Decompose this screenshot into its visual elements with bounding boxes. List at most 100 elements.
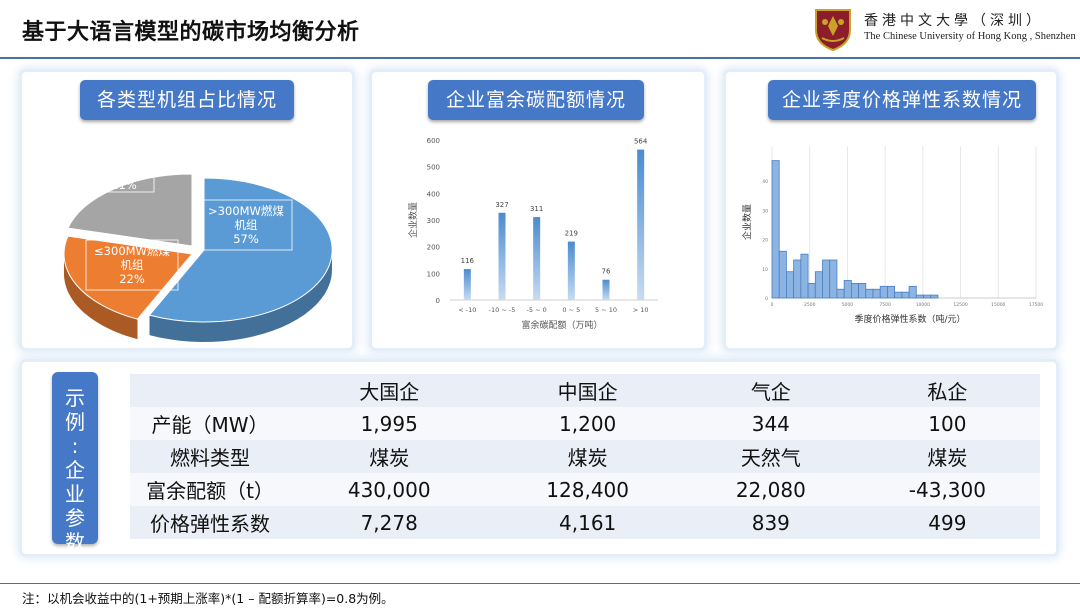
side-label-char: 业 <box>65 482 85 506</box>
table-cell: 1,200 <box>488 407 687 440</box>
pie-label-line: 机组 <box>121 258 144 272</box>
pie-label-line: 57% <box>233 232 259 246</box>
bar-value-label: 564 <box>634 138 648 146</box>
pie-slice-label: ≤300MW燃煤机组 22% <box>94 244 170 286</box>
x-tick-label: 7500 <box>879 302 891 308</box>
x-tick-label: 10000 <box>916 302 930 308</box>
x-tick-label: 0 <box>771 302 774 308</box>
column-header: 中国企 <box>488 374 687 407</box>
bar <box>637 149 645 300</box>
y-tick-label: 20 <box>762 238 768 244</box>
bar <box>498 212 506 300</box>
x-tick-label: 5000 <box>842 302 854 308</box>
table-cell: 天然气 <box>686 440 855 473</box>
elasticity-title: 企业季度价格弹性系数情况 <box>768 80 1036 120</box>
footnote: 注：以机会收益中的(1+预期上涨率)*(1 – 配额折算率)=0.8为例。 <box>22 591 394 606</box>
pie-label-box <box>199 199 293 251</box>
histogram-bar <box>865 288 874 299</box>
bar-value-label: 116 <box>461 257 475 265</box>
university-logo: 香港中文大學（深圳） The Chinese University of Hon… <box>808 6 1076 52</box>
y-tick-label: 600 <box>427 137 440 145</box>
side-label-char: 企 <box>65 458 85 482</box>
histogram-bar <box>915 294 924 299</box>
elasticity-panel: 企业季度价格弹性系数情况 0 2500 5000 7500 10000 12500 1500… <box>726 72 1056 348</box>
y-tick-label: 0 <box>436 297 440 305</box>
pie-label-box <box>93 159 155 193</box>
pie-label-line: 燃气机组 <box>101 164 147 178</box>
surplus-quota-panel: 企业富余碳配额情况 0 100 200 300 400 500 600 116 < -10 327… <box>372 72 704 348</box>
bar-value-label: 327 <box>495 201 508 209</box>
university-crest-icon <box>815 9 851 52</box>
y-axis-label: 企业数量 <box>407 202 419 238</box>
bar-value-label: 311 <box>530 205 543 213</box>
pie-slice-side <box>149 250 332 342</box>
logo-english-name: The Chinese University of Hong Kong , Sh… <box>864 31 1076 42</box>
histogram-bar <box>829 259 838 299</box>
pie-label-line: 22% <box>119 272 145 286</box>
histogram-bar <box>901 291 910 299</box>
surplus-quota-title: 企业富余碳配额情况 <box>428 80 644 120</box>
y-tick-label: 300 <box>427 217 440 225</box>
bar <box>567 241 575 300</box>
histogram-bar <box>807 282 816 299</box>
y-tick-label: 10 <box>762 267 768 273</box>
x-axis-label: 季度价格弹性系数（吨/元） <box>854 313 965 325</box>
x-tick-label: 15000 <box>991 302 1005 308</box>
params-table: 大国企 中国企 气企 私企 产能（MW） 1,995 1,200 344 100… <box>130 374 1040 539</box>
x-tick-label: 0 ~ 5 <box>562 306 580 314</box>
bar-value-label: 219 <box>565 230 578 238</box>
row-header: 富余配额（t） <box>130 473 290 506</box>
table-cell: 4,161 <box>488 506 687 539</box>
y-tick-label: 30 <box>762 208 768 214</box>
histogram-bar <box>822 259 831 299</box>
table-cell: 839 <box>686 506 855 539</box>
x-tick-label: > 10 <box>633 306 649 314</box>
histogram-bar <box>872 288 881 299</box>
pie-label-line: 21% <box>111 178 137 192</box>
column-header: 气企 <box>686 374 855 407</box>
column-header <box>130 374 290 407</box>
page-title: 基于大语言模型的碳市场均衡分析 <box>22 20 360 45</box>
x-axis-label: 富余碳配额（万吨） <box>521 319 602 331</box>
x-tick-label: 12500 <box>953 302 967 308</box>
x-tick-label: -5 ~ 0 <box>527 306 547 314</box>
header-divider <box>0 57 1080 59</box>
pie-slice-label: >300MW燃煤机组 57% <box>208 204 284 246</box>
table-cell: 煤炭 <box>488 440 687 473</box>
table-header-row: 大国企 中国企 气企 私企 <box>130 374 1040 407</box>
x-tick-label: < -10 <box>458 306 476 314</box>
histogram-bar <box>793 259 802 299</box>
side-label-char: : <box>71 434 79 458</box>
unit-share-title: 各类型机组占比情况 <box>80 80 294 120</box>
pie-slice <box>63 235 193 320</box>
x-tick-label: -10 ~ -5 <box>489 306 516 314</box>
table-cell: 7,278 <box>290 506 489 539</box>
table-cell: 430,000 <box>290 473 489 506</box>
table-cell: 499 <box>854 506 1040 539</box>
side-label-char: 示 <box>65 386 85 410</box>
unit-share-panel: 各类型机组占比情况 >300MW燃煤机组 57% ≤300MW燃煤机组 22% 燃气机组… <box>22 72 352 348</box>
x-tick-label: 17500 <box>1029 302 1043 308</box>
histogram-bar <box>800 253 809 299</box>
side-label-char: 数 <box>65 530 85 554</box>
row-header: 产能（MW） <box>130 407 290 440</box>
side-label-char: 例 <box>65 410 85 434</box>
unit-share-pie-chart: >300MW燃煤机组 57%≤300MW燃煤机组 22%燃气机组 21% <box>63 159 333 342</box>
y-tick-label: 500 <box>427 164 440 172</box>
row-header: 燃料类型 <box>130 440 290 473</box>
column-header: 私企 <box>854 374 1040 407</box>
pie-label-line: >300MW燃煤 <box>208 204 284 218</box>
pie-label-line: ≤300MW燃煤 <box>94 244 170 258</box>
table-row: 富余配额（t） 430,000 128,400 22,080 -43,300 <box>130 473 1040 506</box>
table-row: 价格弹性系数 7,278 4,161 839 499 <box>130 506 1040 539</box>
histogram-bar <box>930 294 939 299</box>
histogram-bar <box>908 285 917 299</box>
histogram-bar <box>887 285 896 299</box>
bar <box>463 269 471 300</box>
bar <box>533 217 541 300</box>
histogram-bar <box>836 288 845 299</box>
table-row: 产能（MW） 1,995 1,200 344 100 <box>130 407 1040 440</box>
table-cell: 1,995 <box>290 407 489 440</box>
row-header: 价格弹性系数 <box>130 506 290 539</box>
histogram-bar <box>778 250 787 299</box>
